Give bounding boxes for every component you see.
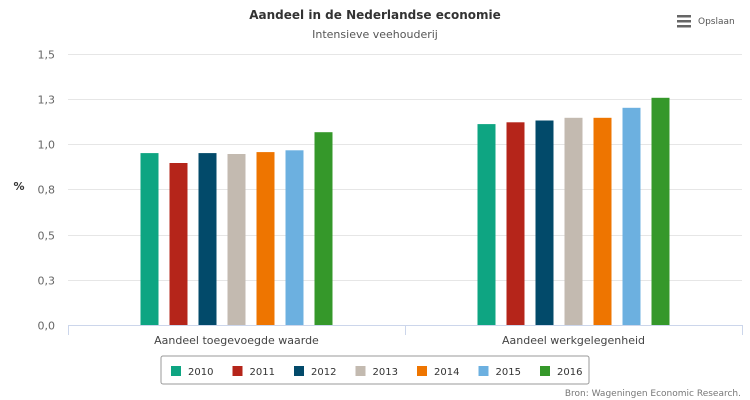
legend-label: 2015: [496, 367, 521, 378]
y-tick-label: 1,5: [38, 49, 56, 62]
bar-2013-werkgelegenheid[interactable]: [564, 117, 583, 325]
bar-2016-werkgelegenheid[interactable]: [651, 97, 670, 325]
legend-item-2016[interactable]: 2016: [540, 366, 582, 378]
y-tick-label: 0,5: [38, 230, 56, 243]
legend-label: 2014: [434, 367, 459, 378]
bar-2014-toegevoegde-waarde[interactable]: [256, 152, 275, 325]
legend-swatch: [171, 366, 181, 376]
bar-2010-toegevoegde-waarde[interactable]: [140, 153, 159, 325]
legend-item-2010[interactable]: 2010: [171, 366, 213, 378]
bar-2015-toegevoegde-waarde[interactable]: [285, 150, 304, 325]
grid-lines: [68, 54, 742, 281]
y-axis-label: %: [13, 180, 24, 193]
legend-item-2011[interactable]: 2011: [232, 366, 275, 378]
legend: 2010 2011 2012 2013 2014 2015 2016: [160, 355, 590, 385]
bar-2015-werkgelegenheid[interactable]: [622, 107, 641, 325]
bar-2010-werkgelegenheid[interactable]: [477, 124, 496, 325]
legend-swatch: [355, 366, 366, 376]
legend-label: 2010: [188, 367, 213, 378]
y-tick-label: 0,0: [38, 320, 56, 333]
chart-title: Aandeel in de Nederlandse economie: [249, 8, 501, 22]
legend-label: 2013: [373, 367, 398, 378]
y-tick-label: 0,8: [38, 184, 56, 197]
bar-2011-werkgelegenheid[interactable]: [506, 122, 525, 325]
legend-swatch: [232, 366, 243, 376]
credits: Bron: Wageningen Economic Research.: [565, 389, 741, 399]
x-axis: [68, 325, 743, 335]
save-button[interactable]: Opslaan: [670, 10, 746, 32]
x-category-label: Aandeel werkgelegenheid: [502, 334, 645, 347]
legend-label: 2016: [557, 367, 582, 378]
bar-2012-werkgelegenheid[interactable]: [535, 120, 554, 326]
legend-swatch: [478, 366, 489, 376]
legend-item-2012[interactable]: 2012: [294, 366, 336, 378]
bar-2012-toegevoegde-waarde[interactable]: [198, 153, 217, 325]
legend-swatch: [294, 366, 304, 376]
y-tick-label: 1,0: [38, 139, 56, 152]
legend-item-2015[interactable]: 2015: [478, 366, 521, 378]
legend-swatch: [540, 366, 550, 376]
y-axis-ticks: 0,0 0,3 0,5 0,8 1,0 1,3 1,5: [38, 49, 56, 333]
legend-item-2014[interactable]: 2014: [417, 366, 459, 378]
legend-item-2013[interactable]: 2013: [355, 366, 398, 378]
legend-swatch: [417, 366, 427, 376]
hamburger-menu-icon[interactable]: [677, 15, 691, 28]
bar-2014-werkgelegenheid[interactable]: [593, 117, 612, 325]
y-tick-label: 0,3: [38, 275, 56, 288]
bar-2016-toegevoegde-waarde[interactable]: [314, 132, 333, 325]
x-axis-categories: Aandeel toegevoegde waarde Aandeel werkge…: [154, 334, 645, 347]
bar-2013-toegevoegde-waarde[interactable]: [227, 154, 246, 325]
legend-label: 2011: [250, 367, 275, 378]
chart-subtitle: Intensieve veehouderij: [312, 28, 438, 41]
legend-box: [160, 355, 590, 385]
bars: [140, 97, 670, 326]
save-label[interactable]: Opslaan: [698, 17, 735, 27]
legend-label: 2012: [311, 367, 336, 378]
bar-2011-toegevoegde-waarde[interactable]: [169, 163, 188, 325]
x-category-label: Aandeel toegevoegde waarde: [154, 334, 319, 347]
y-tick-label: 1,3: [38, 94, 56, 107]
